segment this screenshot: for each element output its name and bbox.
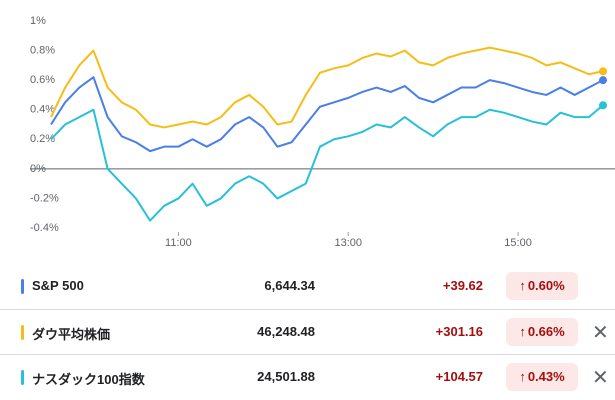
end-dot (599, 67, 607, 76)
table-row: ダウ平均株価 46,248.48 +301.16 ↑ 0.66% ✕ (0, 309, 615, 355)
y-tick-label: 0.8% (30, 44, 55, 56)
x-tick-label: 11:00 (165, 237, 192, 249)
remove-button[interactable]: ✕ (592, 322, 609, 344)
chart: -0.4%-0.2%0%0.2%0.4%0.6%0.8%1%11:00 13:00… (30, 15, 615, 249)
y-tick-label: 0.6% (30, 74, 55, 86)
y-tick-label: -0.2% (30, 192, 59, 204)
percent: 0.43% (527, 369, 565, 384)
y-tick-label: 1% (30, 15, 46, 27)
percent: 0.66% (527, 324, 565, 339)
series-line (50, 46, 604, 129)
price: 6,644.34 (264, 278, 315, 293)
series-line (50, 76, 604, 153)
up-arrow: ↑ (519, 278, 526, 293)
up-arrow: ↑ (519, 324, 526, 339)
y-tick-label: 0.4% (30, 104, 55, 116)
y-tick-label: 0.2% (30, 133, 55, 145)
price: 24,501.88 (257, 369, 315, 384)
change: +301.16 (435, 324, 483, 339)
end-dot (599, 76, 607, 85)
series-color (21, 370, 24, 385)
percent-pill: ↑ 0.60% (506, 272, 578, 300)
x-tick-label: 15:00 (504, 237, 532, 249)
price: 46,248.48 (257, 324, 315, 339)
up-arrow: ↑ (519, 369, 526, 384)
change: +104.57 (435, 369, 483, 384)
change: +39.62 (442, 278, 483, 293)
percent: 0.60% (527, 278, 565, 293)
percent-pill: ↑ 0.66% (506, 318, 578, 346)
y-tick-label: -0.4% (30, 222, 59, 234)
index-name: ナスダック100指数 (32, 372, 145, 387)
table-row: S&P 500 6,644.34 +39.62 ↑ 0.60% (0, 264, 615, 309)
table: S&P 500 6,644.34 +39.62 ↑ 0.60% ダウ平均株価 46,248.… (0, 264, 615, 400)
series-color (21, 325, 24, 340)
index-name: ダウ平均株価 (32, 327, 111, 342)
x-tick-label: 13:00 (334, 237, 362, 249)
series-color (21, 279, 24, 294)
index-name: S&P 500 (32, 278, 84, 293)
end-dot (599, 101, 607, 110)
percent-pill: ↑ 0.43% (506, 363, 578, 391)
remove-button[interactable]: ✕ (592, 367, 609, 389)
table-row: ナスダック100指数 24,501.88 +104.57 ↑ 0.43% ✕ (0, 354, 615, 400)
series-line (50, 104, 604, 222)
